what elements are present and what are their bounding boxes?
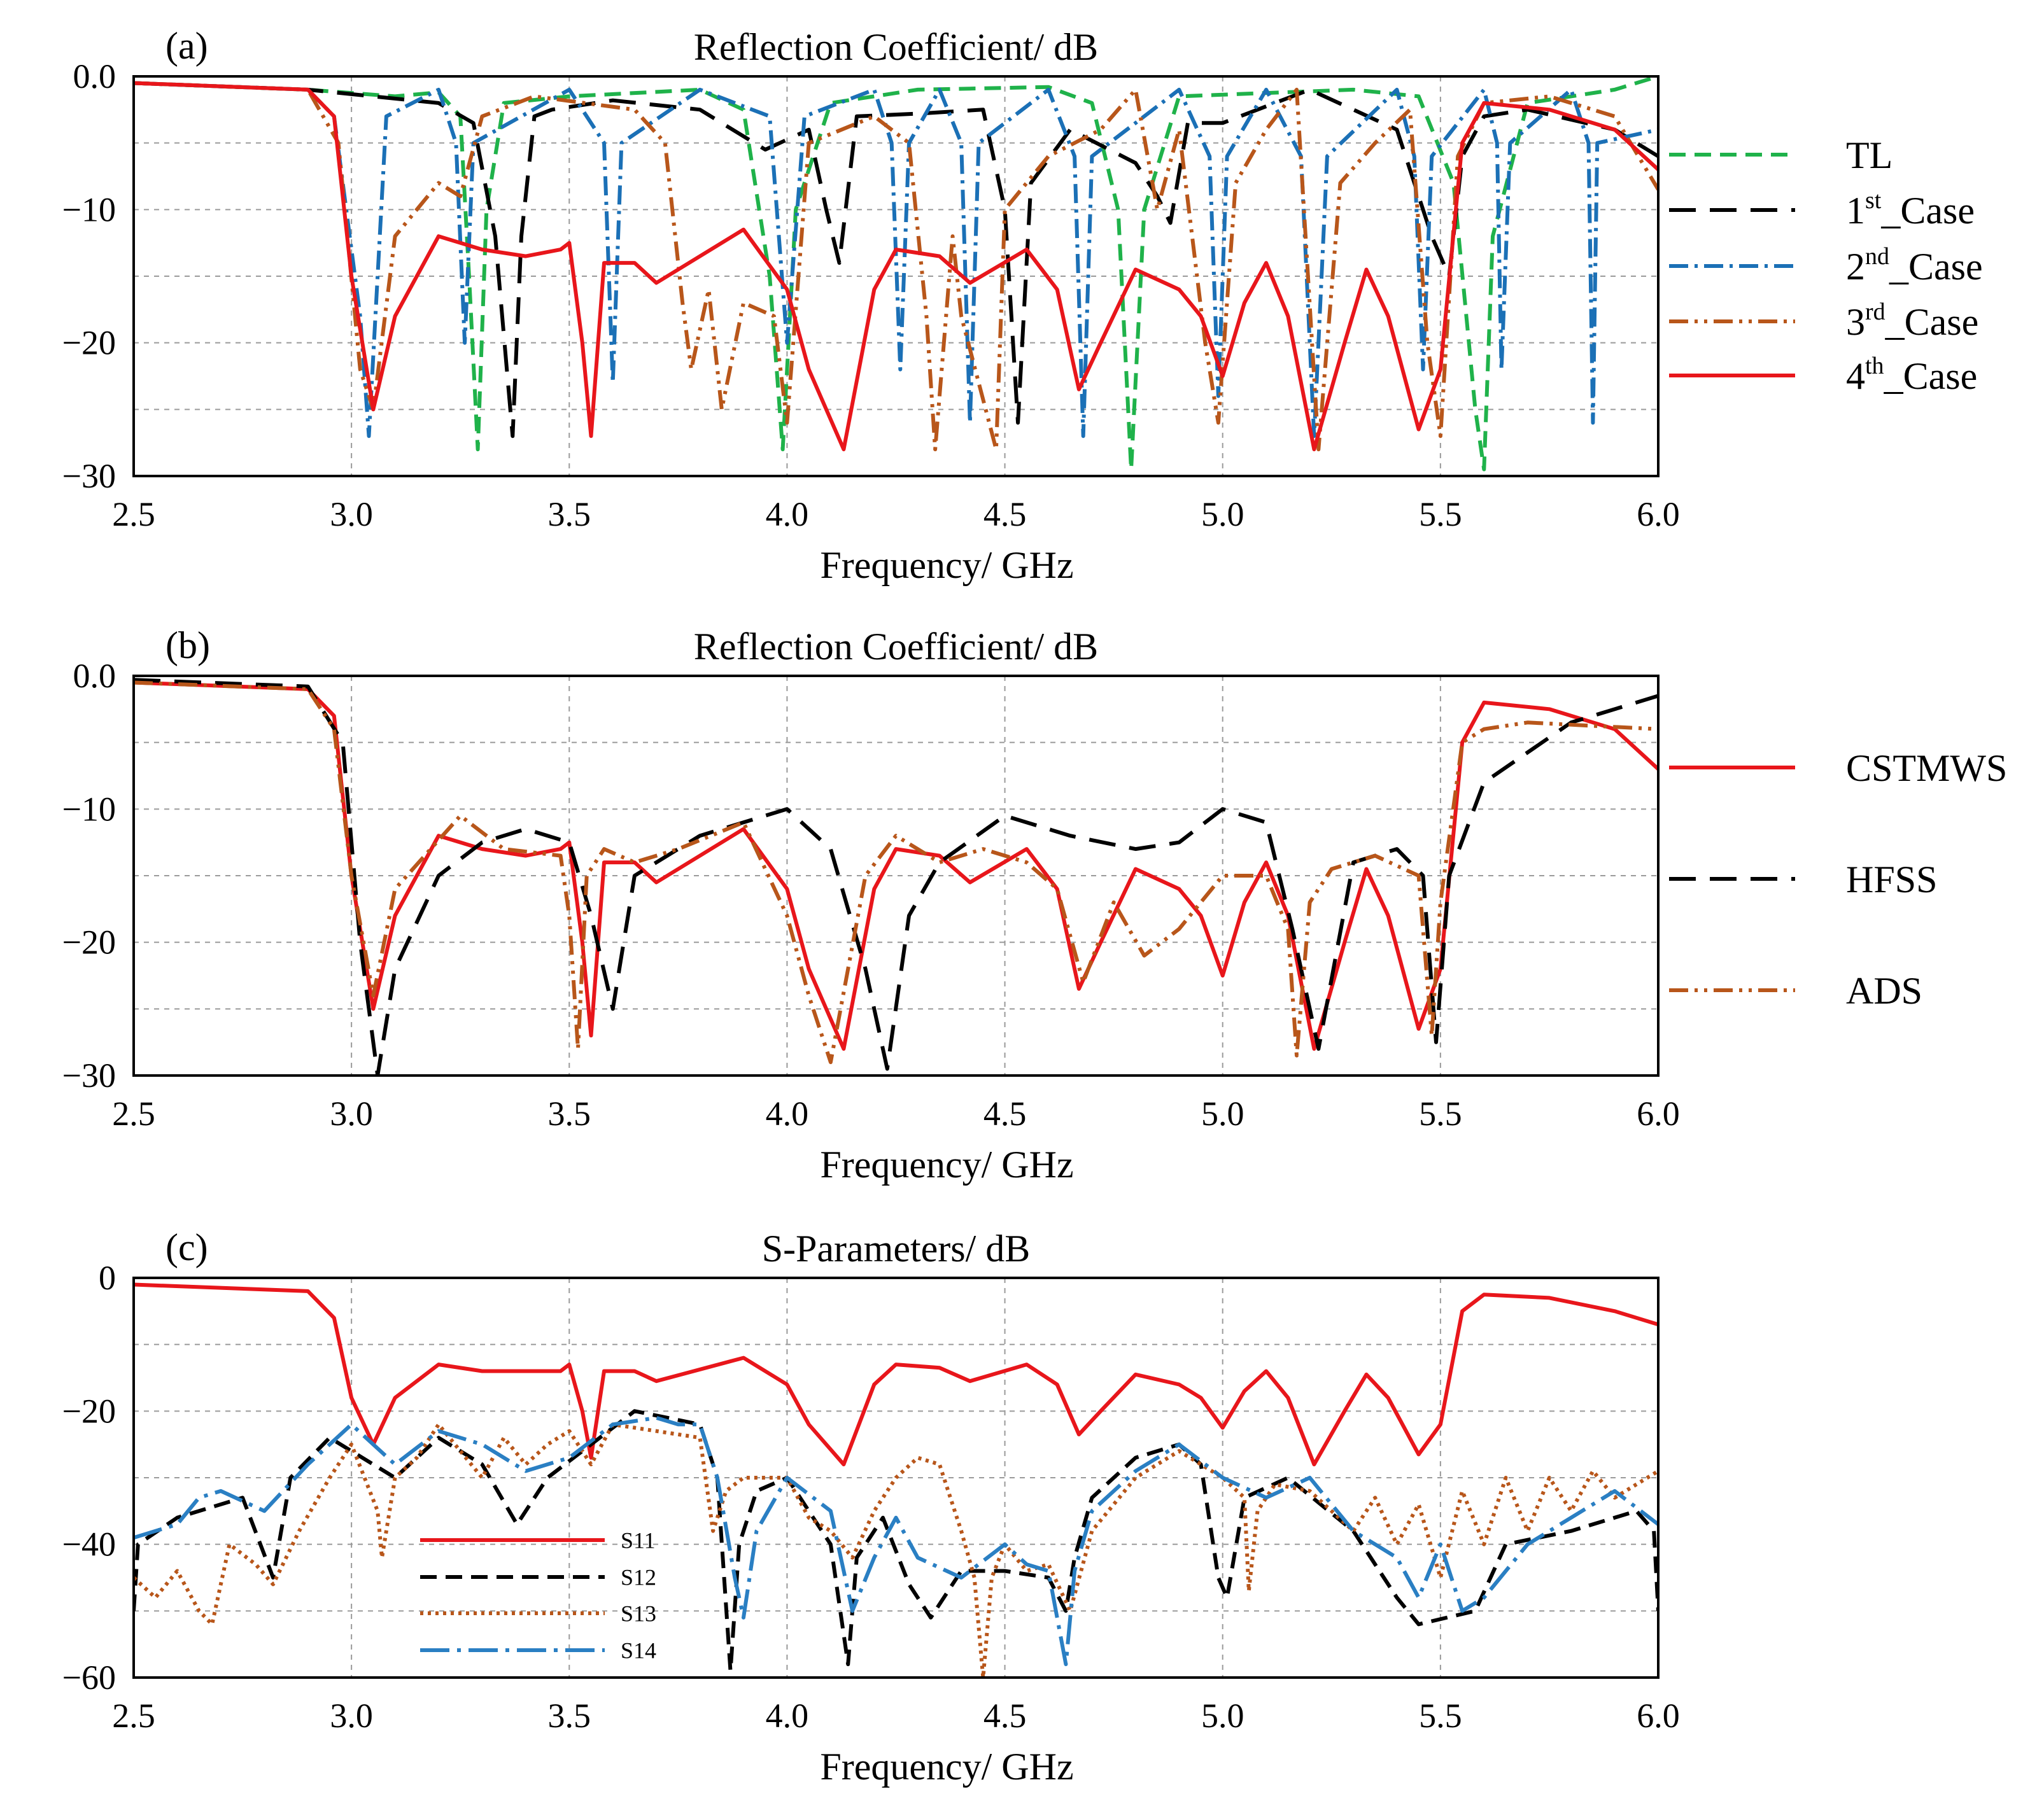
y-tick-label: −30 [62,1056,116,1095]
legend-label: 3rd_Case [1846,298,1978,343]
x-axis-label: Frequency/ GHz [820,1746,1073,1788]
legend-label: 4th_Case [1846,353,1977,397]
legend-label: 2nd_Case [1846,243,1983,288]
x-tick-label: 3.5 [548,1095,591,1133]
panel-c: 2.5 3.0 3.5 4.0 4.5 5.0 5.5 6.0 0 −20 −40 −60 Freque… [62,1226,1680,1788]
legend-label: S11 [621,1528,656,1553]
legend-label: S13 [621,1601,656,1627]
chart-title: Reflection Coefficient/ dB [694,626,1098,668]
x-tick-label: 3.5 [548,1697,591,1735]
x-tick-label: 5.0 [1201,1095,1244,1133]
series-group [134,678,1658,1076]
y-tick-label: −20 [62,923,116,962]
series-line-s11 [134,1282,1658,1467]
y-tick-label: −40 [62,1525,116,1564]
x-tick-label: 2.5 [112,1095,155,1133]
series-line-s12 [134,1409,1658,1673]
x-axis-label: Frequency/ GHz [820,1144,1073,1186]
x-tick-label: 5.5 [1419,495,1462,533]
legend-label: TL [1846,134,1892,176]
x-tick-label: 5.5 [1419,1697,1462,1735]
series-line-4th-case [134,81,1658,452]
x-tick-label: 4.0 [766,495,809,533]
x-tick-label: 3.0 [330,1095,373,1133]
legend: S11 S12 S13 S14 [420,1528,656,1664]
plot-frame [132,1277,1660,1679]
x-tick-label: 5.0 [1201,1697,1244,1735]
x-tick-label: 5.0 [1201,495,1244,533]
x-tick-label: 6.0 [1637,1095,1680,1133]
panel-a: 2.5 3.0 3.5 4.0 4.5 5.0 5.5 6.0 0.0 −10 −20 −30 Freq… [62,25,1983,586]
legend-label: 1st_Case [1846,187,1975,232]
x-tick-label: 2.5 [112,495,155,533]
legend-label: S14 [621,1638,656,1664]
x-tick-label: 3.0 [330,1697,373,1735]
chart-title: S-Parameters/ dB [762,1228,1031,1270]
series-group [134,76,1658,472]
y-tick-label: −60 [62,1658,116,1697]
x-tick-label: 4.5 [983,495,1027,533]
series-line-hfss [134,678,1658,1076]
x-axis-label: Frequency/ GHz [820,544,1073,586]
legend-label: S12 [621,1565,656,1590]
chart-title: Reflection Coefficient/ dB [694,26,1098,68]
x-tick-label: 6.0 [1637,1697,1680,1735]
y-tick-label: −20 [62,1392,116,1430]
y-tick-label: 0 [99,1259,116,1297]
x-tick-label: 4.0 [766,1095,809,1133]
panel-b: 2.5 3.0 3.5 4.0 4.5 5.0 5.5 6.0 0.0 −10 −20 −30 Freq… [62,624,2008,1186]
legend-label: ADS [1846,970,1922,1012]
series-line-ads [134,680,1658,1065]
series-group [134,1282,1658,1678]
y-tick-label: −10 [62,790,116,828]
series-line-2nd-case [134,81,1658,438]
legend-label: HFSS [1846,858,1937,900]
panel-label: (b) [166,624,210,666]
plot-frame [132,675,1660,1077]
y-tick-label: −30 [62,457,116,495]
plot-frame [132,75,1660,477]
legend-label: CSTMWS [1846,747,2007,789]
x-tick-label: 4.5 [983,1697,1027,1735]
series-line-s14 [134,1415,1658,1667]
x-tick-label: 4.0 [766,1697,809,1735]
panel-label: (a) [166,25,208,67]
x-tick-label: 3.0 [330,495,373,533]
panel-label: (c) [166,1226,208,1268]
x-tick-label: 2.5 [112,1697,155,1735]
x-tick-label: 3.5 [548,495,591,533]
y-tick-label: 0.0 [73,657,116,695]
series-line-3rd-case [134,81,1658,452]
series-line-tl [134,76,1658,472]
y-tick-label: −20 [62,324,116,362]
legend: CSTMWS HFSS ADS [1669,747,2007,1012]
x-tick-label: 5.5 [1419,1095,1462,1133]
y-tick-label: −10 [62,190,116,228]
legend: TL 1st_Case 2nd_Case 3rd_Case 4th_Case [1669,134,1983,397]
x-tick-label: 6.0 [1637,495,1680,533]
series-line-cstmws [134,680,1658,1051]
series-line-1st-case [134,81,1658,438]
y-tick-label: 0.0 [73,57,116,95]
x-tick-label: 4.5 [983,1095,1027,1133]
